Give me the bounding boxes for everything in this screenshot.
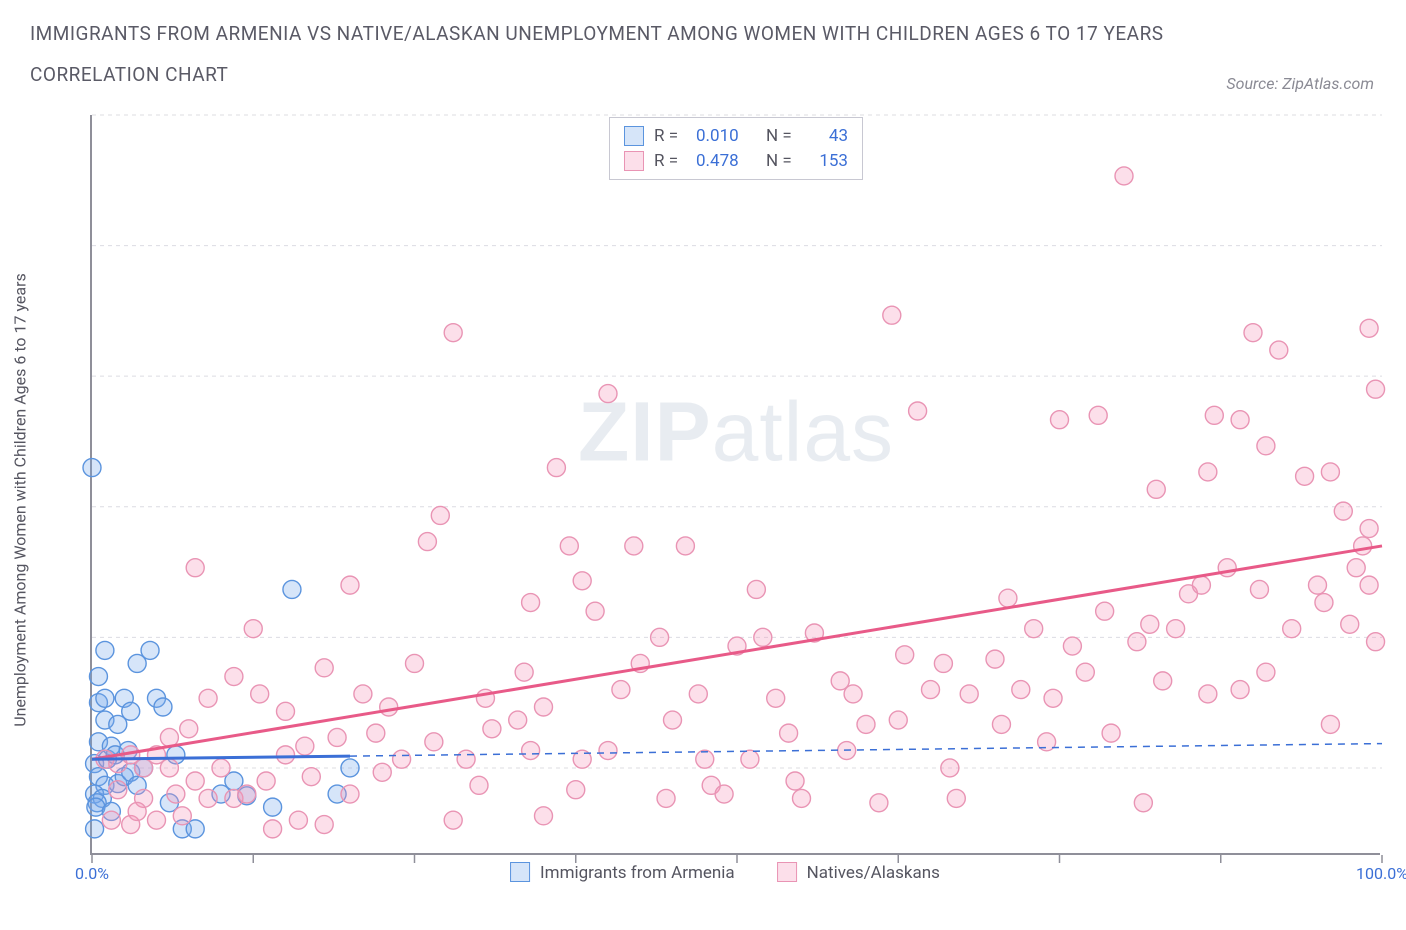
legend-stats-row-natives: R = 0.478 N = 153 <box>624 149 848 174</box>
source-name: ZipAtlas.com <box>1282 74 1374 93</box>
source-prefix: Source: <box>1226 74 1282 93</box>
scatter-plot: ZIPatlas R = 0.010 N = 43 R = 0.478 N = … <box>90 115 1380 855</box>
n-label: N = <box>766 149 808 174</box>
legend-swatch-armenia <box>510 862 530 882</box>
plot-svg <box>92 115 1380 853</box>
x-tick-label: 0.0% <box>75 864 109 883</box>
legend-item-natives: Natives/Alaskans <box>777 862 940 883</box>
legend-swatch-natives <box>624 151 644 171</box>
source-attribution: Source: ZipAtlas.com <box>1226 74 1374 93</box>
legend-swatch-natives <box>777 862 797 882</box>
chart-area: Unemployment Among Women with Children A… <box>60 115 1390 885</box>
n-value-natives: 153 <box>808 149 848 174</box>
y-axis-title: Unemployment Among Women with Children A… <box>11 273 30 727</box>
n-value-armenia: 43 <box>808 124 848 149</box>
x-tick-label: 100.0% <box>1356 864 1406 883</box>
n-label: N = <box>766 124 808 149</box>
r-label: R = <box>654 124 696 149</box>
legend-label-natives: Natives/Alaskans <box>807 863 940 883</box>
legend-label-armenia: Immigrants from Armenia <box>540 863 735 883</box>
chart-subtitle: CORRELATION CHART <box>30 63 1376 86</box>
legend-stats-row-armenia: R = 0.010 N = 43 <box>624 124 848 149</box>
r-value-armenia: 0.010 <box>696 124 766 149</box>
chart-title: IMMIGRANTS FROM ARMENIA VS NATIVE/ALASKA… <box>30 22 1376 45</box>
r-value-natives: 0.478 <box>696 149 766 174</box>
legend-series: Immigrants from Armenia Natives/Alaskans <box>510 862 940 883</box>
legend-swatch-armenia <box>624 126 644 146</box>
legend-item-armenia: Immigrants from Armenia <box>510 862 735 883</box>
legend-stats: R = 0.010 N = 43 R = 0.478 N = 153 <box>609 117 863 180</box>
r-label: R = <box>654 149 696 174</box>
